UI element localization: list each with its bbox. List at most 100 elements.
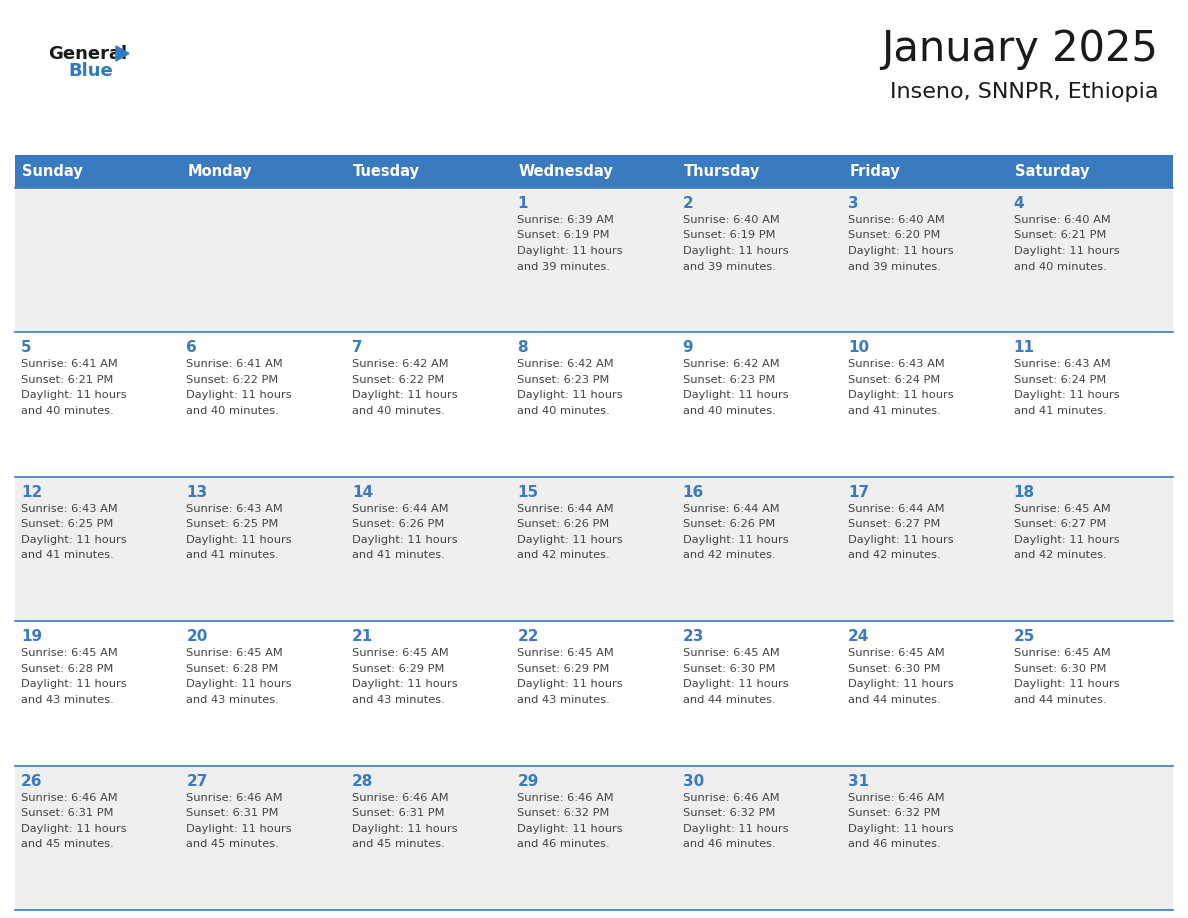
Text: 31: 31 [848,774,870,789]
Text: Sunrise: 6:44 AM: Sunrise: 6:44 AM [517,504,614,514]
Text: Thursday: Thursday [684,164,760,179]
Text: and 40 minutes.: and 40 minutes. [683,406,776,416]
Text: Daylight: 11 hours: Daylight: 11 hours [1013,246,1119,256]
Text: 3: 3 [848,196,859,211]
Text: 11: 11 [1013,341,1035,355]
Bar [15,621,1173,766]
Text: Sunset: 6:23 PM: Sunset: 6:23 PM [683,375,775,385]
Text: Sunset: 6:27 PM: Sunset: 6:27 PM [1013,520,1106,530]
Text: Sunrise: 6:45 AM: Sunrise: 6:45 AM [1013,648,1111,658]
Text: 14: 14 [352,485,373,499]
Text: Sunset: 6:31 PM: Sunset: 6:31 PM [21,808,114,818]
Text: January 2025: January 2025 [881,28,1158,70]
Text: Sunrise: 6:45 AM: Sunrise: 6:45 AM [1013,504,1111,514]
Text: Daylight: 11 hours: Daylight: 11 hours [517,535,623,544]
Text: and 46 minutes.: and 46 minutes. [848,839,941,849]
Text: Sunset: 6:30 PM: Sunset: 6:30 PM [848,664,941,674]
Bar [15,476,1173,621]
Text: Sunset: 6:21 PM: Sunset: 6:21 PM [1013,230,1106,241]
Text: Daylight: 11 hours: Daylight: 11 hours [1013,390,1119,400]
Text: 12: 12 [21,485,43,499]
Text: and 39 minutes.: and 39 minutes. [683,262,776,272]
Text: and 44 minutes.: and 44 minutes. [848,695,941,705]
Text: Sunrise: 6:40 AM: Sunrise: 6:40 AM [848,215,944,225]
Text: 21: 21 [352,629,373,644]
Text: General: General [48,45,127,63]
Text: Sunset: 6:26 PM: Sunset: 6:26 PM [517,520,609,530]
Text: Sunset: 6:31 PM: Sunset: 6:31 PM [187,808,279,818]
Text: and 42 minutes.: and 42 minutes. [1013,550,1106,560]
Text: and 40 minutes.: and 40 minutes. [187,406,279,416]
Text: Daylight: 11 hours: Daylight: 11 hours [848,246,954,256]
Text: Daylight: 11 hours: Daylight: 11 hours [187,823,292,834]
Text: Sunrise: 6:46 AM: Sunrise: 6:46 AM [683,792,779,802]
Text: Sunrise: 6:45 AM: Sunrise: 6:45 AM [352,648,449,658]
Text: Sunrise: 6:46 AM: Sunrise: 6:46 AM [187,792,283,802]
Text: and 43 minutes.: and 43 minutes. [517,695,609,705]
Text: Daylight: 11 hours: Daylight: 11 hours [848,679,954,689]
Text: and 43 minutes.: and 43 minutes. [352,695,444,705]
Text: Sunday: Sunday [23,164,83,179]
Text: and 42 minutes.: and 42 minutes. [683,550,776,560]
Text: and 41 minutes.: and 41 minutes. [1013,406,1106,416]
Text: Daylight: 11 hours: Daylight: 11 hours [517,823,623,834]
Text: Sunset: 6:25 PM: Sunset: 6:25 PM [21,520,113,530]
Text: 16: 16 [683,485,704,499]
Text: Inseno, SNNPR, Ethiopia: Inseno, SNNPR, Ethiopia [890,82,1158,102]
Text: Sunset: 6:29 PM: Sunset: 6:29 PM [517,664,609,674]
Text: 19: 19 [21,629,42,644]
Text: Daylight: 11 hours: Daylight: 11 hours [187,390,292,400]
Text: 29: 29 [517,774,538,789]
Text: Daylight: 11 hours: Daylight: 11 hours [352,535,457,544]
Text: and 46 minutes.: and 46 minutes. [683,839,776,849]
Text: Sunrise: 6:44 AM: Sunrise: 6:44 AM [683,504,779,514]
Text: Sunset: 6:32 PM: Sunset: 6:32 PM [517,808,609,818]
Text: Daylight: 11 hours: Daylight: 11 hours [187,679,292,689]
Text: and 41 minutes.: and 41 minutes. [352,550,444,560]
Text: Daylight: 11 hours: Daylight: 11 hours [683,535,789,544]
Text: Sunrise: 6:40 AM: Sunrise: 6:40 AM [683,215,779,225]
Text: Sunrise: 6:45 AM: Sunrise: 6:45 AM [683,648,779,658]
Text: Sunset: 6:30 PM: Sunset: 6:30 PM [683,664,776,674]
Text: Sunrise: 6:42 AM: Sunrise: 6:42 AM [683,360,779,369]
Text: Blue: Blue [68,62,113,80]
Text: Daylight: 11 hours: Daylight: 11 hours [1013,535,1119,544]
Text: Sunrise: 6:46 AM: Sunrise: 6:46 AM [517,792,614,802]
Text: 18: 18 [1013,485,1035,499]
Text: and 40 minutes.: and 40 minutes. [1013,262,1106,272]
Text: Friday: Friday [849,164,899,179]
Text: Daylight: 11 hours: Daylight: 11 hours [21,535,127,544]
Text: 20: 20 [187,629,208,644]
Bar [511,155,677,188]
Text: Sunset: 6:22 PM: Sunset: 6:22 PM [352,375,444,385]
Text: Sunset: 6:19 PM: Sunset: 6:19 PM [517,230,609,241]
Text: Daylight: 11 hours: Daylight: 11 hours [21,679,127,689]
Text: Sunrise: 6:42 AM: Sunrise: 6:42 AM [517,360,614,369]
Text: and 43 minutes.: and 43 minutes. [187,695,279,705]
Text: Sunrise: 6:45 AM: Sunrise: 6:45 AM [21,648,118,658]
Text: Monday: Monday [188,164,252,179]
Text: Saturday: Saturday [1015,164,1089,179]
Text: Sunrise: 6:39 AM: Sunrise: 6:39 AM [517,215,614,225]
Text: Sunrise: 6:46 AM: Sunrise: 6:46 AM [21,792,118,802]
Bar [15,188,1173,332]
Text: Sunrise: 6:45 AM: Sunrise: 6:45 AM [517,648,614,658]
Text: 30: 30 [683,774,704,789]
Text: 6: 6 [187,341,197,355]
Text: 17: 17 [848,485,870,499]
Bar [181,155,346,188]
Text: and 41 minutes.: and 41 minutes. [848,406,941,416]
Text: Sunset: 6:27 PM: Sunset: 6:27 PM [848,520,941,530]
Text: and 41 minutes.: and 41 minutes. [21,550,114,560]
Text: Daylight: 11 hours: Daylight: 11 hours [683,679,789,689]
Text: and 44 minutes.: and 44 minutes. [1013,695,1106,705]
Text: 23: 23 [683,629,704,644]
Bar [346,155,511,188]
Text: 26: 26 [21,774,43,789]
Text: and 39 minutes.: and 39 minutes. [848,262,941,272]
Text: Daylight: 11 hours: Daylight: 11 hours [21,823,127,834]
Text: Sunrise: 6:46 AM: Sunrise: 6:46 AM [848,792,944,802]
Text: Daylight: 11 hours: Daylight: 11 hours [683,390,789,400]
Text: Sunset: 6:24 PM: Sunset: 6:24 PM [1013,375,1106,385]
Text: Sunrise: 6:40 AM: Sunrise: 6:40 AM [1013,215,1111,225]
